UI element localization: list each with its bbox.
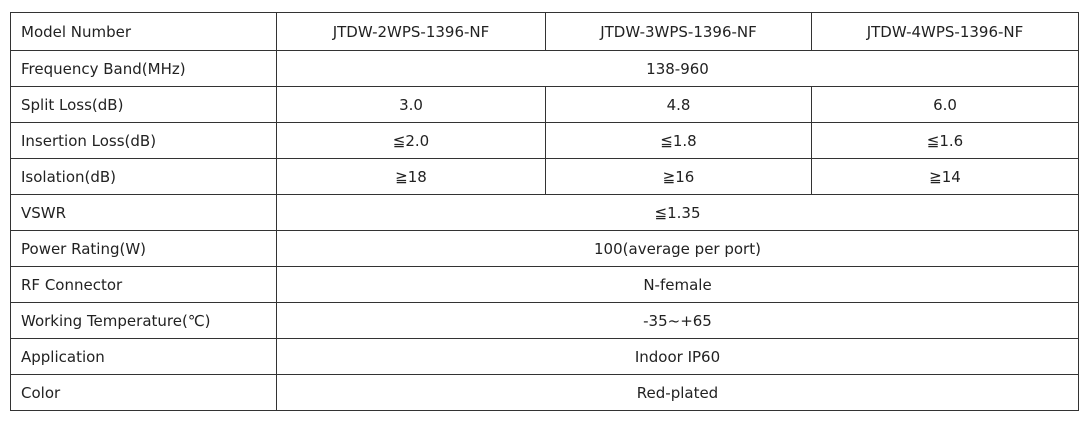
table-body: Model Number JTDW-2WPS-1396-NF JTDW-3WPS-1… <box>10 12 1079 411</box>
value-cell: Indoor IP60 <box>276 338 1079 375</box>
value-cell: ≦1.8 <box>545 122 812 159</box>
spec-row: Power Rating(W) 100(average per port) <box>10 230 1079 267</box>
value-cell: Red-plated <box>276 374 1079 411</box>
value-cell: -35~+65 <box>276 302 1079 339</box>
header-label: Model Number <box>10 12 277 51</box>
value-cell: ≧18 <box>276 158 546 195</box>
spec-row: Working Temperature(℃) -35~+65 <box>10 302 1079 339</box>
value-cell: ≧16 <box>545 158 812 195</box>
value-cell: 4.8 <box>545 86 812 123</box>
row-label: Power Rating(W) <box>10 230 277 267</box>
row-label: Working Temperature(℃) <box>10 302 277 339</box>
value-cell: N-female <box>276 266 1079 303</box>
value-cell: ≧14 <box>811 158 1079 195</box>
spec-row: RF Connector N-female <box>10 266 1079 303</box>
spec-row: Color Red-plated <box>10 374 1079 411</box>
row-label: Color <box>10 374 277 411</box>
spec-row: VSWR ≦1.35 <box>10 194 1079 231</box>
row-label: Split Loss(dB) <box>10 86 277 123</box>
value-cell: 138-960 <box>276 50 1079 87</box>
value-cell: ≦1.6 <box>811 122 1079 159</box>
row-label: Frequency Band(MHz) <box>10 50 277 87</box>
model-cell: JTDW-3WPS-1396-NF <box>545 12 812 51</box>
spec-row: Insertion Loss(dB) ≦2.0 ≦1.8 ≦1.6 <box>10 122 1079 159</box>
row-label: Application <box>10 338 277 375</box>
value-cell: 100(average per port) <box>276 230 1079 267</box>
spec-row: Split Loss(dB) 3.0 4.8 6.0 <box>10 86 1079 123</box>
spec-row: Isolation(dB) ≧18 ≧16 ≧14 <box>10 158 1079 195</box>
row-label: RF Connector <box>10 266 277 303</box>
value-cell: 6.0 <box>811 86 1079 123</box>
row-label: Insertion Loss(dB) <box>10 122 277 159</box>
spec-row: Frequency Band(MHz) 138-960 <box>10 50 1079 87</box>
spec-row: Application Indoor IP60 <box>10 338 1079 375</box>
value-cell: ≦1.35 <box>276 194 1079 231</box>
model-cell: JTDW-2WPS-1396-NF <box>276 12 546 51</box>
spec-table: Model Number JTDW-2WPS-1396-NF JTDW-3WPS-1… <box>10 12 1079 411</box>
model-cell: JTDW-4WPS-1396-NF <box>811 12 1079 51</box>
value-cell: ≦2.0 <box>276 122 546 159</box>
header-row: Model Number JTDW-2WPS-1396-NF JTDW-3WPS-1… <box>10 12 1079 51</box>
row-label: Isolation(dB) <box>10 158 277 195</box>
row-label: VSWR <box>10 194 277 231</box>
value-cell: 3.0 <box>276 86 546 123</box>
